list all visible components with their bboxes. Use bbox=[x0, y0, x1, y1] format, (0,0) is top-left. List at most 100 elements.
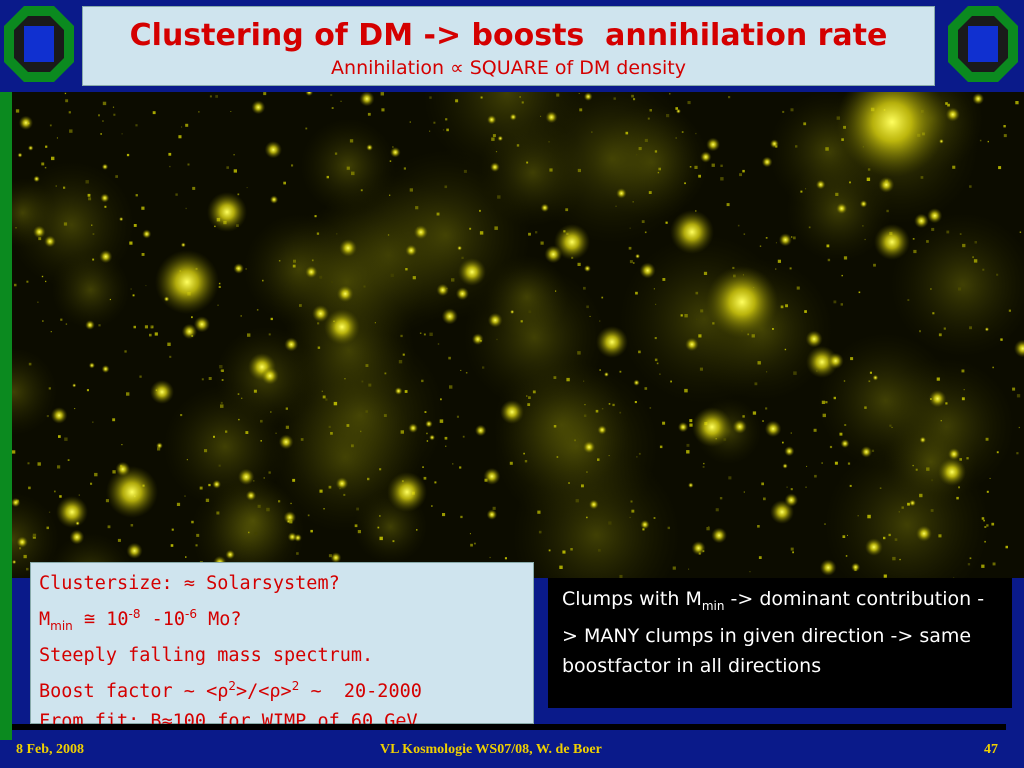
speck bbox=[742, 415, 745, 418]
speck bbox=[667, 526, 670, 530]
speck bbox=[720, 164, 723, 167]
speck bbox=[403, 167, 406, 170]
speck bbox=[56, 137, 58, 139]
speck bbox=[130, 288, 132, 290]
footer-course: VL Kosmologie WS07/08, W. de Boer bbox=[380, 742, 602, 757]
haze-patch bbox=[12, 178, 58, 248]
small-clump bbox=[12, 559, 17, 565]
small-clump bbox=[50, 407, 68, 424]
speck bbox=[586, 516, 588, 519]
speck bbox=[666, 114, 670, 118]
speck bbox=[491, 137, 495, 141]
speck bbox=[681, 131, 684, 133]
speck bbox=[170, 544, 174, 547]
speck bbox=[336, 233, 338, 235]
speck bbox=[898, 511, 900, 513]
speck bbox=[958, 287, 962, 291]
speck bbox=[601, 296, 604, 299]
speck bbox=[598, 549, 601, 552]
speck bbox=[772, 328, 774, 330]
speck bbox=[694, 165, 698, 169]
speck bbox=[444, 436, 448, 440]
speck bbox=[969, 557, 972, 560]
small-clump bbox=[972, 92, 985, 105]
speck bbox=[633, 98, 636, 101]
speck bbox=[967, 563, 971, 566]
speck bbox=[253, 389, 257, 393]
speck bbox=[121, 133, 123, 135]
speck bbox=[883, 574, 887, 578]
small-clump bbox=[685, 337, 699, 352]
speck bbox=[205, 498, 210, 502]
small-clump bbox=[827, 352, 844, 369]
speck bbox=[299, 304, 302, 307]
speck bbox=[78, 494, 80, 496]
speck bbox=[436, 212, 440, 216]
speck bbox=[152, 111, 156, 115]
speck bbox=[377, 526, 380, 529]
speck bbox=[381, 108, 385, 112]
speck bbox=[695, 291, 699, 295]
speck bbox=[842, 535, 846, 538]
speck bbox=[814, 474, 817, 478]
speck bbox=[840, 303, 843, 306]
speck bbox=[706, 527, 710, 531]
speck bbox=[583, 286, 586, 290]
small-clump bbox=[583, 92, 593, 101]
bright-clump bbox=[837, 92, 947, 177]
speck bbox=[98, 324, 101, 327]
small-clump bbox=[509, 113, 517, 121]
speck bbox=[88, 197, 92, 201]
speck bbox=[940, 420, 942, 422]
speck bbox=[169, 165, 171, 168]
speck bbox=[912, 464, 914, 467]
small-clump bbox=[544, 245, 563, 264]
small-clump bbox=[251, 100, 266, 115]
speck bbox=[130, 524, 134, 527]
speck bbox=[217, 304, 219, 306]
speck bbox=[931, 479, 934, 482]
speck bbox=[455, 99, 459, 103]
small-clump bbox=[72, 383, 77, 388]
speck bbox=[553, 376, 557, 379]
speck bbox=[69, 129, 73, 133]
small-clump bbox=[156, 442, 163, 450]
speck bbox=[930, 509, 934, 512]
speck bbox=[647, 117, 650, 120]
small-clump bbox=[865, 538, 883, 556]
small-clump bbox=[1014, 339, 1024, 358]
small-clump bbox=[287, 532, 297, 542]
speck bbox=[275, 432, 277, 434]
speck bbox=[642, 528, 645, 531]
speck bbox=[841, 274, 843, 277]
speck bbox=[969, 326, 972, 330]
footer-divider bbox=[12, 724, 1006, 730]
speck bbox=[290, 502, 292, 505]
speck bbox=[648, 191, 652, 194]
speck bbox=[154, 332, 158, 336]
speck bbox=[699, 367, 703, 371]
speck bbox=[433, 121, 436, 124]
speck bbox=[700, 309, 704, 313]
speck bbox=[591, 131, 593, 133]
speck bbox=[268, 471, 271, 474]
speck bbox=[595, 409, 599, 413]
speck bbox=[452, 463, 454, 465]
speck bbox=[919, 493, 923, 498]
speck bbox=[653, 517, 656, 519]
speck bbox=[689, 423, 693, 427]
speck bbox=[107, 525, 111, 529]
speck bbox=[64, 92, 67, 95]
speck bbox=[654, 150, 658, 153]
speck bbox=[240, 315, 242, 317]
speck bbox=[357, 530, 361, 534]
speck bbox=[754, 382, 758, 386]
haze-patch bbox=[268, 204, 425, 360]
speck bbox=[1000, 338, 1003, 341]
speck bbox=[862, 225, 864, 227]
speck bbox=[68, 111, 71, 114]
speck bbox=[715, 508, 719, 512]
clumps-info-box: Clumps with Mmin -> dominant contributio… bbox=[548, 578, 1012, 708]
speck bbox=[331, 281, 333, 284]
small-clump bbox=[640, 519, 650, 530]
